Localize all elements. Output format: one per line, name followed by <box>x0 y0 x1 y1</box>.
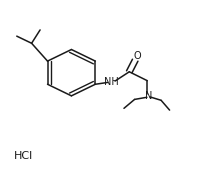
Text: N: N <box>145 91 152 101</box>
Text: NH: NH <box>104 77 119 87</box>
Text: HCl: HCl <box>14 151 33 161</box>
Text: O: O <box>133 51 141 61</box>
